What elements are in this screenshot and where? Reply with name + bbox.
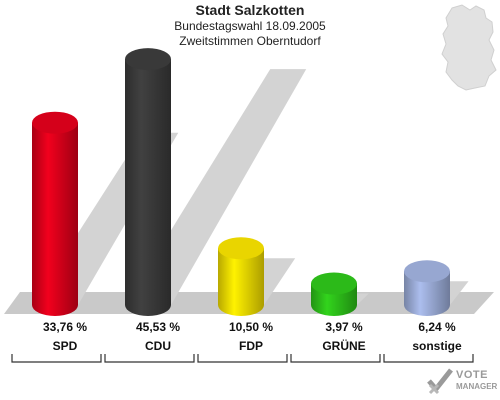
germany-map-icon [441,4,497,91]
logo-text-manager: MANAGER [456,382,498,391]
bar-top-grüne [311,272,357,295]
category-label-cdu: CDU [145,339,171,353]
value-label-sonstige: 6,24 % [418,320,456,334]
chart-header: Stadt Salzkotten Bundestagswahl 18.09.20… [0,2,500,49]
category-label-sonstige: sonstige [412,339,462,353]
bar-top-spd [32,111,78,134]
logo-text-vote: VOTE [456,369,488,381]
bar-top-sonstige [404,260,450,283]
bar-top-cdu [125,48,171,71]
value-label-cdu: 45,53 % [136,320,180,334]
chart-subtitle-election: Bundestagswahl 18.09.2005 [174,19,326,33]
labels-group: 33,76 % SPD 45,53 % CDU 10,50 % FDP 3,97 % GRÜN… [43,320,462,353]
axis-bracket-spd [11,354,102,363]
category-axis [11,354,474,363]
value-label-fdp: 10,50 % [229,320,273,334]
value-label-spd: 33,76 % [43,320,87,334]
axis-bracket-grüne [290,354,381,363]
axis-bracket-cdu [104,354,195,363]
category-label-spd: SPD [53,339,78,353]
value-label-grüne: 3,97 % [325,320,363,334]
chart-subtitle-district: Zweitstimmen Oberntudorf [179,34,321,48]
bar-top-fdp [218,237,264,260]
bar-fdp [218,248,264,316]
bar-cdu [125,59,171,316]
axis-bracket-fdp [197,354,288,363]
vote-manager-logo: VOTE MANAGER [426,366,500,398]
chart-title: Stadt Salzkotten [195,2,305,18]
category-label-grüne: GRÜNE [322,338,365,353]
bars-group [32,48,450,316]
axis-bracket-sonstige [383,354,474,363]
bar-spd [32,122,78,316]
category-label-fdp: FDP [239,339,263,353]
checkmark-icon [427,368,453,395]
bar-sonstige [404,271,450,316]
